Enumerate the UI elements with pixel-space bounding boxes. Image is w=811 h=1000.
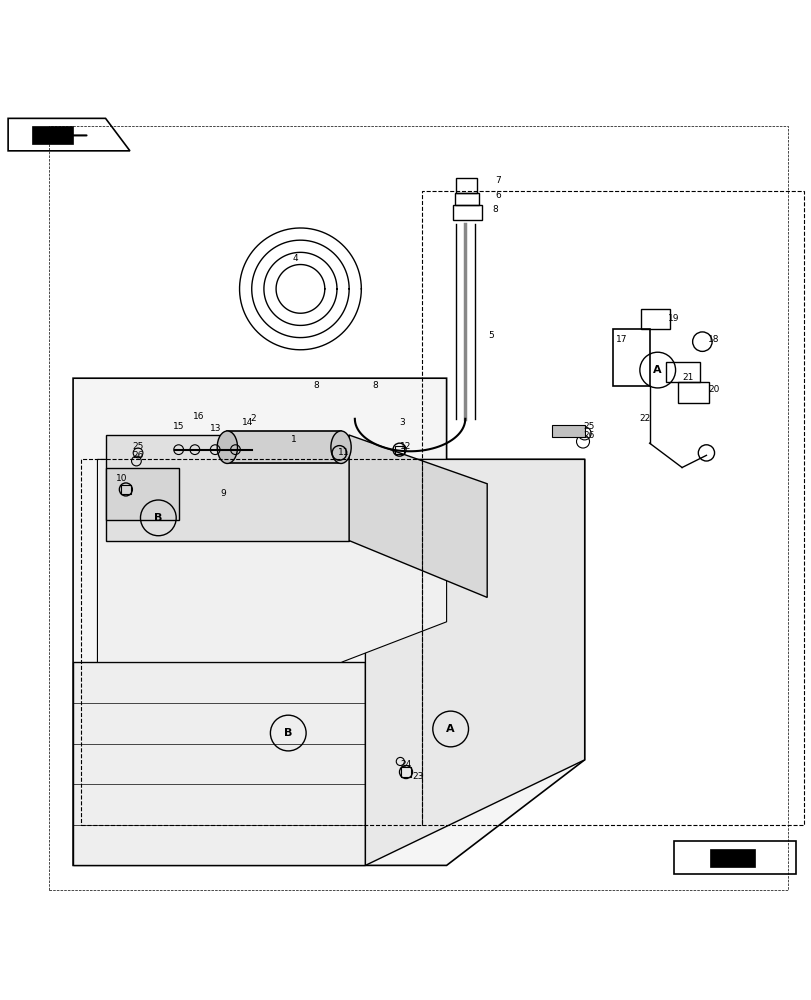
Bar: [81, 459, 422, 825]
Polygon shape: [105, 468, 178, 520]
Bar: [422, 191, 803, 825]
Text: 9: 9: [221, 489, 226, 498]
Text: 5: 5: [487, 331, 493, 340]
Polygon shape: [349, 435, 487, 597]
Text: 21: 21: [681, 373, 693, 382]
Bar: [121, 485, 131, 494]
Text: 8: 8: [313, 381, 319, 390]
Text: 17: 17: [615, 335, 626, 344]
Text: 23: 23: [412, 772, 423, 781]
Ellipse shape: [217, 431, 237, 463]
Polygon shape: [97, 459, 446, 662]
Polygon shape: [8, 118, 130, 151]
Bar: [401, 767, 410, 777]
Polygon shape: [73, 662, 365, 865]
Text: 20: 20: [707, 385, 719, 394]
Text: 2: 2: [250, 414, 255, 423]
Bar: [641, 309, 669, 329]
Text: 25: 25: [132, 442, 144, 451]
Bar: [612, 329, 649, 386]
Text: 1: 1: [290, 435, 296, 444]
Text: 26: 26: [132, 451, 144, 460]
Text: A: A: [446, 724, 454, 734]
Text: 8: 8: [371, 381, 377, 390]
Text: 4: 4: [292, 254, 298, 263]
Text: 3: 3: [399, 418, 405, 427]
Text: 11: 11: [337, 448, 349, 457]
Text: 10: 10: [116, 474, 127, 483]
Polygon shape: [73, 378, 584, 865]
Text: 6: 6: [495, 191, 500, 200]
Text: 18: 18: [707, 335, 719, 344]
Text: 15: 15: [173, 422, 184, 431]
Text: 14: 14: [242, 418, 253, 427]
Bar: [710, 849, 754, 867]
Text: 25: 25: [582, 422, 594, 431]
Bar: [456, 178, 477, 193]
Bar: [227, 431, 341, 463]
Text: 24: 24: [400, 760, 411, 769]
Bar: [454, 193, 478, 205]
Text: 12: 12: [399, 442, 410, 451]
Text: A: A: [653, 365, 661, 375]
Text: 22: 22: [639, 414, 650, 423]
Text: 26: 26: [582, 431, 594, 440]
Polygon shape: [551, 425, 584, 437]
Text: B: B: [154, 513, 162, 523]
Text: 19: 19: [667, 314, 678, 323]
Bar: [453, 205, 481, 220]
Text: B: B: [284, 728, 292, 738]
Text: 7: 7: [495, 176, 500, 185]
Text: 8: 8: [491, 205, 497, 214]
Bar: [677, 382, 708, 403]
Text: 13: 13: [210, 424, 221, 433]
Bar: [665, 362, 699, 382]
Bar: [395, 446, 403, 454]
Polygon shape: [673, 841, 795, 874]
Bar: [32, 126, 73, 144]
Polygon shape: [105, 435, 349, 541]
Polygon shape: [365, 459, 584, 865]
Ellipse shape: [331, 431, 350, 463]
Text: 16: 16: [193, 412, 204, 421]
